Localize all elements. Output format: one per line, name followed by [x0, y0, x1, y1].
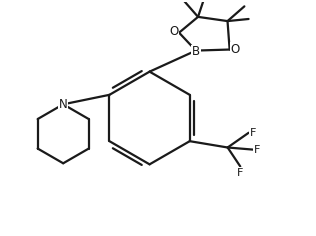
Text: B: B [192, 45, 200, 58]
Text: O: O [169, 25, 179, 38]
Text: F: F [250, 128, 256, 138]
Text: F: F [237, 168, 243, 178]
Text: F: F [254, 145, 260, 155]
Text: N: N [59, 98, 68, 111]
Text: O: O [230, 43, 240, 56]
